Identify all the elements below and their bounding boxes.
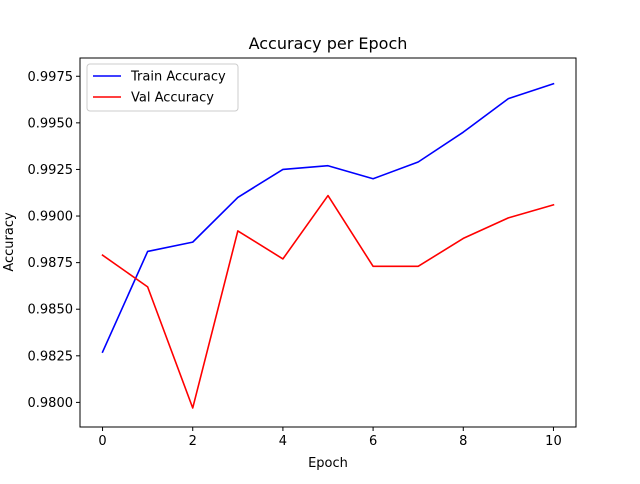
y-tick-label: 0.9975 — [28, 70, 74, 85]
y-tick-label: 0.9875 — [28, 256, 74, 271]
x-tick-label: 0 — [98, 434, 106, 449]
y-tick-label: 0.9900 — [28, 210, 74, 225]
x-tick-label: 4 — [279, 434, 287, 449]
x-axis: 0 2 4 6 8 10 — [98, 427, 561, 449]
series-line-1 — [103, 196, 554, 408]
x-axis-label: Epoch — [308, 456, 348, 471]
legend-label-0: Train Accuracy — [130, 70, 226, 85]
plot-area-frame — [80, 58, 576, 427]
y-axis-label: Accuracy — [2, 212, 17, 272]
y-tick-label: 0.9825 — [28, 349, 74, 364]
y-tick-label: 0.9850 — [28, 303, 74, 318]
series-line-0 — [103, 84, 554, 352]
x-tick-label: 8 — [459, 434, 467, 449]
x-tick-label: 2 — [189, 434, 197, 449]
y-tick-label: 0.9925 — [28, 163, 74, 178]
y-tick-label: 0.9800 — [28, 396, 74, 411]
y-tick-label: 0.9950 — [28, 116, 74, 131]
x-tick-label: 6 — [369, 434, 377, 449]
legend-label-1: Val Accuracy — [131, 91, 214, 106]
series-layer — [103, 84, 554, 408]
x-tick-label: 10 — [545, 434, 562, 449]
chart-title: Accuracy per Epoch — [249, 34, 408, 53]
y-axis: 0.9800 0.9825 0.9850 0.9875 0.9900 0.9925 0.99… — [28, 70, 81, 411]
legend: Train Accuracy Val Accuracy — [87, 64, 238, 111]
